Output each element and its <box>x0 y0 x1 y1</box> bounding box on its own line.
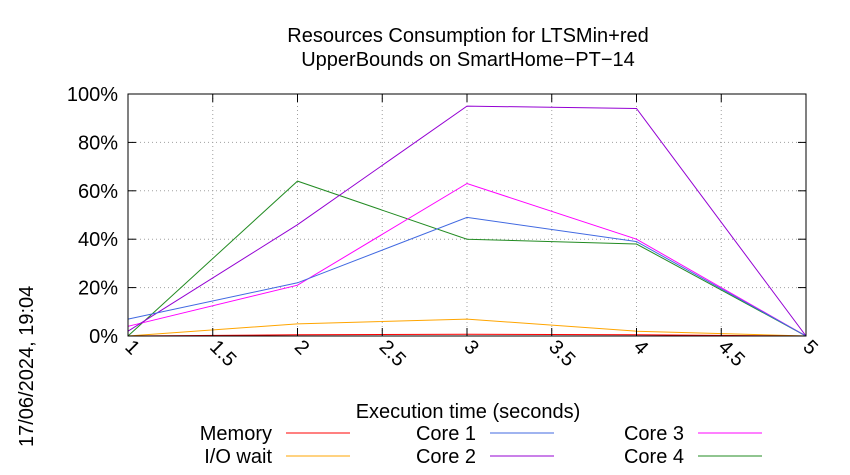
x-tick-label: 1.5 <box>205 336 240 371</box>
legend-label-core-4: Core 4 <box>624 446 684 468</box>
y-tick-label: 60% <box>78 181 118 203</box>
chart-title-line-2: UpperBounds on SmartHome−PT−14 <box>301 49 635 71</box>
legend-label-core-2: Core 2 <box>416 446 476 468</box>
y-tick-label: 20% <box>78 278 118 300</box>
timestamp-label: 17/06/2024, 19:04 <box>16 286 38 447</box>
series-lines <box>127 105 807 337</box>
legend-label-core-3: Core 3 <box>624 423 684 445</box>
y-tick-label: 80% <box>78 132 118 154</box>
x-tick-label: 3 <box>459 336 482 359</box>
series-line-core-4 <box>127 180 807 337</box>
series-line-core-3 <box>127 182 807 337</box>
grid-lines <box>128 94 806 336</box>
y-axis-ticks: 0% 20% 40% 60% 80% 100% <box>67 84 806 348</box>
x-axis-ticks: 1 1.5 2 2.5 3 3.5 4 4.5 5 <box>120 94 822 371</box>
x-tick-label: 1 <box>120 336 143 359</box>
series-line-core-2 <box>127 105 807 337</box>
legend-label-core-1: Core 1 <box>416 423 476 445</box>
x-tick-label: 2 <box>290 336 313 359</box>
legend-label-memory: Memory <box>200 423 272 445</box>
legend-label-i-o-wait: I/O wait <box>204 446 272 468</box>
y-tick-label: 40% <box>78 229 118 251</box>
x-tick-label: 5 <box>798 336 821 359</box>
chart-title-line-1: Resources Consumption for LTSMin+red <box>287 25 648 47</box>
x-tick-label: 2.5 <box>375 336 410 371</box>
x-tick-label: 3.5 <box>544 336 579 371</box>
series-line-core-1 <box>127 216 807 337</box>
series-line-i-o-wait <box>127 318 807 337</box>
y-tick-label: 100% <box>67 84 118 106</box>
x-axis-label: Execution time (seconds) <box>356 401 581 423</box>
x-tick-label: 4 <box>629 336 652 359</box>
y-tick-label: 0% <box>89 326 118 348</box>
x-tick-label: 4.5 <box>714 336 749 371</box>
